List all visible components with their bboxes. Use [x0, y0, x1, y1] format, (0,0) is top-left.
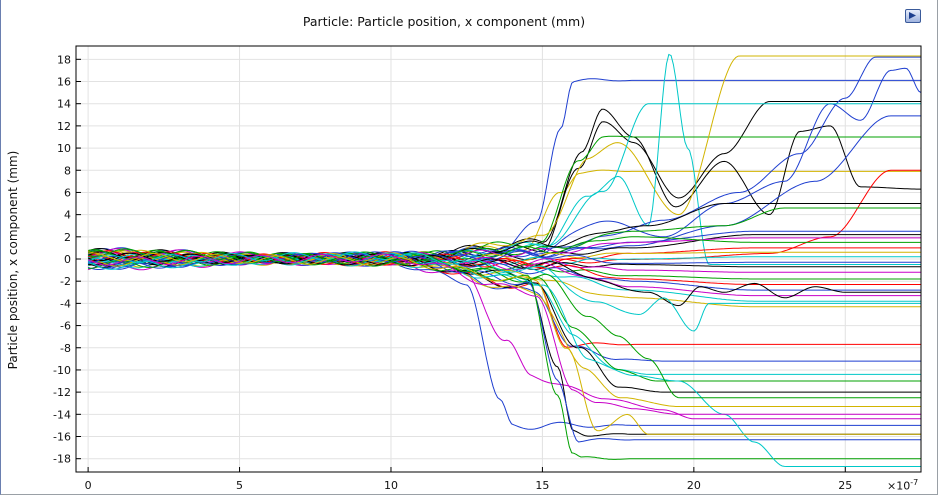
- y-tick-label: -12: [53, 386, 71, 399]
- series-line: [87, 55, 921, 268]
- y-tick-label: 14: [57, 98, 71, 111]
- x-scale-factor: ×10-7: [887, 478, 918, 493]
- series-line: [88, 252, 921, 407]
- series-line: [88, 253, 921, 307]
- x-scale-base: ×10: [887, 479, 911, 493]
- series-line: [88, 252, 921, 435]
- y-tick-label: -14: [53, 408, 71, 421]
- series-line: [87, 203, 921, 266]
- x-tick-label: 15: [535, 479, 549, 492]
- x-tick-label: 10: [384, 479, 398, 492]
- export-icon[interactable]: [905, 9, 921, 23]
- x-tick-label: 20: [687, 479, 701, 492]
- y-tick-label: 0: [64, 253, 71, 266]
- axis-ticks: 0 5 10 15 20 25181614121086420-2-4-6-8-10-12-…: [53, 53, 852, 492]
- series-line: [87, 251, 921, 393]
- y-tick-label: 2: [64, 231, 71, 244]
- x-tick-label: 5: [236, 479, 243, 492]
- series-line: [88, 252, 921, 362]
- series-line: [88, 53, 921, 266]
- x-tick-label: 0: [85, 479, 92, 492]
- x-tick-label: 25: [838, 479, 852, 492]
- y-tick-label: 10: [57, 142, 71, 155]
- series-line: [88, 252, 921, 420]
- y-tick-label: 18: [57, 53, 71, 66]
- y-tick-label: -6: [60, 320, 71, 333]
- series-line: [88, 56, 921, 266]
- y-tick-label: -4: [60, 297, 71, 310]
- y-tick-label: 4: [64, 209, 71, 222]
- series-line: [87, 252, 921, 467]
- series-lines: [87, 53, 921, 467]
- chart-title: Particle: Particle position, x component…: [302, 14, 586, 29]
- y-tick-label: -18: [53, 453, 71, 466]
- series-line: [87, 253, 921, 415]
- y-tick-label: -2: [60, 275, 71, 288]
- series-line: [87, 252, 921, 297]
- series-line: [87, 250, 921, 460]
- y-tick-label: 8: [64, 164, 71, 177]
- y-tick-label: 12: [57, 120, 71, 133]
- y-tick-label: -10: [53, 364, 71, 377]
- y-tick-label: 16: [57, 76, 71, 89]
- series-line: [87, 251, 921, 332]
- y-tick-label: -16: [53, 431, 71, 444]
- y-tick-label: -8: [60, 342, 71, 355]
- y-tick-label: 6: [64, 186, 71, 199]
- x-scale-exponent: -7: [910, 478, 919, 487]
